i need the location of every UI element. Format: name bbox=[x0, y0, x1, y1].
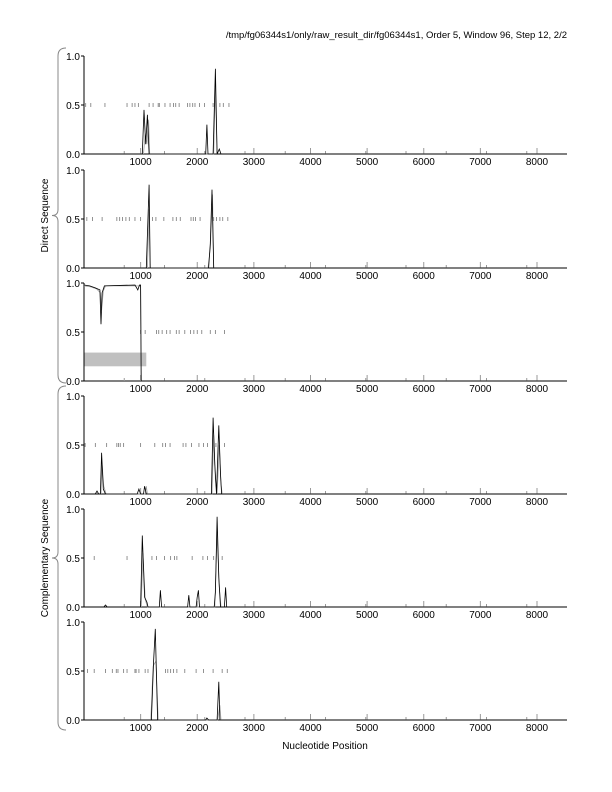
panel-3: 0.0 0.5 1.0 1000 2000 3000 4000 5000 6000 7000 800… bbox=[66, 279, 567, 395]
x-tick-label: 3000 bbox=[243, 723, 266, 734]
x-tick-label: 3000 bbox=[243, 384, 266, 395]
series-line-primary bbox=[84, 628, 567, 721]
y-tick-label: 0.0 bbox=[66, 377, 80, 388]
panel-6: 0.0 0.5 1.0 1000 2000 3000 4000 5000 6000 7000 800… bbox=[66, 618, 567, 734]
x-tick-label: 8000 bbox=[526, 271, 549, 282]
panel-4: 0.0 0.5 1.0 1000 2000 3000 4000 5000 6000 7000 800… bbox=[66, 392, 567, 508]
x-tick-label: 1000 bbox=[129, 384, 152, 395]
y-tick-label: 0.0 bbox=[66, 150, 80, 161]
x-tick-label: 1000 bbox=[129, 723, 152, 734]
series-line-secondary bbox=[100, 435, 223, 495]
x-tick-label: 5000 bbox=[356, 723, 379, 734]
x-tick-label: 5000 bbox=[356, 271, 379, 282]
x-tick-label: 7000 bbox=[469, 384, 492, 395]
x-tick-label: 6000 bbox=[413, 384, 436, 395]
x-tick-label: 5000 bbox=[356, 497, 379, 508]
panel-5: 0.0 0.5 1.0 1000 2000 3000 4000 5000 6000 7000 800… bbox=[66, 505, 567, 621]
x-tick-label: 4000 bbox=[299, 610, 322, 621]
series-line-secondary bbox=[147, 194, 215, 269]
panel-1: 0.0 0.5 1.0 1000 2000 3000 4000 5000 6000 7000 800… bbox=[66, 52, 567, 168]
y-tick-label: 0.0 bbox=[66, 603, 80, 614]
series-line-secondary bbox=[140, 533, 222, 608]
series-line-secondary bbox=[150, 659, 222, 721]
x-tick-label: 5000 bbox=[356, 610, 379, 621]
x-tick-label: 6000 bbox=[413, 497, 436, 508]
x-tick-label: 7000 bbox=[469, 271, 492, 282]
x-tick-label: 2000 bbox=[186, 610, 209, 621]
x-tick-label: 2000 bbox=[186, 723, 209, 734]
group-brace bbox=[51, 385, 67, 731]
x-tick-label: 4000 bbox=[299, 157, 322, 168]
series-line-primary bbox=[84, 184, 567, 269]
x-axis-label: Nucleotide Position bbox=[282, 741, 368, 752]
x-tick-label: 5000 bbox=[356, 157, 379, 168]
x-tick-label: 1000 bbox=[129, 610, 152, 621]
y-tick-label: 1.0 bbox=[66, 618, 80, 629]
y-tick-label: 1.0 bbox=[66, 505, 80, 516]
x-tick-label: 8000 bbox=[526, 723, 549, 734]
y-tick-label: 0.0 bbox=[66, 716, 80, 727]
series-line-primary bbox=[84, 417, 567, 495]
group-brace bbox=[51, 47, 67, 384]
y-tick-label: 1.0 bbox=[66, 392, 80, 403]
y-tick-label: 0.5 bbox=[66, 441, 80, 452]
x-tick-label: 4000 bbox=[299, 497, 322, 508]
x-tick-label: 5000 bbox=[356, 384, 379, 395]
x-tick-label: 4000 bbox=[299, 384, 322, 395]
x-tick-label: 6000 bbox=[413, 723, 436, 734]
x-tick-label: 1000 bbox=[129, 271, 152, 282]
x-tick-label: 7000 bbox=[469, 157, 492, 168]
y-tick-label: 0.5 bbox=[66, 554, 80, 565]
x-tick-label: 6000 bbox=[413, 271, 436, 282]
x-tick-label: 8000 bbox=[526, 610, 549, 621]
x-tick-label: 8000 bbox=[526, 384, 549, 395]
series-line-secondary bbox=[83, 285, 142, 382]
y-tick-label: 1.0 bbox=[66, 52, 80, 63]
shaded-region bbox=[84, 352, 147, 367]
x-tick-label: 2000 bbox=[186, 271, 209, 282]
y-tick-label: 0.0 bbox=[66, 264, 80, 275]
y-tick-label: 0.0 bbox=[66, 490, 80, 501]
x-tick-label: 3000 bbox=[243, 271, 266, 282]
x-tick-label: 3000 bbox=[243, 610, 266, 621]
x-tick-label: 8000 bbox=[526, 497, 549, 508]
x-tick-label: 4000 bbox=[299, 723, 322, 734]
series-line-primary bbox=[83, 284, 567, 382]
x-tick-label: 6000 bbox=[413, 157, 436, 168]
x-tick-label: 3000 bbox=[243, 497, 266, 508]
series-line-primary bbox=[84, 68, 567, 155]
y-tick-label: 0.5 bbox=[66, 101, 80, 112]
panel-2: 0.0 0.5 1.0 1000 2000 3000 4000 5000 6000 7000 800… bbox=[66, 166, 567, 282]
x-tick-label: 4000 bbox=[299, 271, 322, 282]
x-tick-label: 7000 bbox=[469, 610, 492, 621]
x-tick-label: 6000 bbox=[413, 610, 436, 621]
series-line-primary bbox=[84, 516, 567, 608]
y-tick-label: 1.0 bbox=[66, 166, 80, 177]
chart-title: /tmp/fg06344s1/only/raw_result_dir/fg063… bbox=[226, 30, 567, 41]
x-tick-label: 7000 bbox=[469, 497, 492, 508]
x-tick-label: 8000 bbox=[526, 157, 549, 168]
x-tick-label: 2000 bbox=[186, 384, 209, 395]
y-tick-label: 0.5 bbox=[66, 215, 80, 226]
y-tick-label: 1.0 bbox=[66, 279, 80, 290]
group-label: Direct Sequence bbox=[40, 178, 51, 252]
x-tick-label: 2000 bbox=[186, 157, 209, 168]
x-tick-label: 2000 bbox=[186, 497, 209, 508]
x-tick-label: 1000 bbox=[129, 497, 152, 508]
y-tick-label: 0.5 bbox=[66, 328, 80, 339]
x-tick-label: 3000 bbox=[243, 157, 266, 168]
x-tick-label: 1000 bbox=[129, 157, 152, 168]
x-tick-label: 7000 bbox=[469, 723, 492, 734]
group-label: Complementary Sequence bbox=[40, 498, 51, 617]
y-tick-label: 0.5 bbox=[66, 667, 80, 678]
